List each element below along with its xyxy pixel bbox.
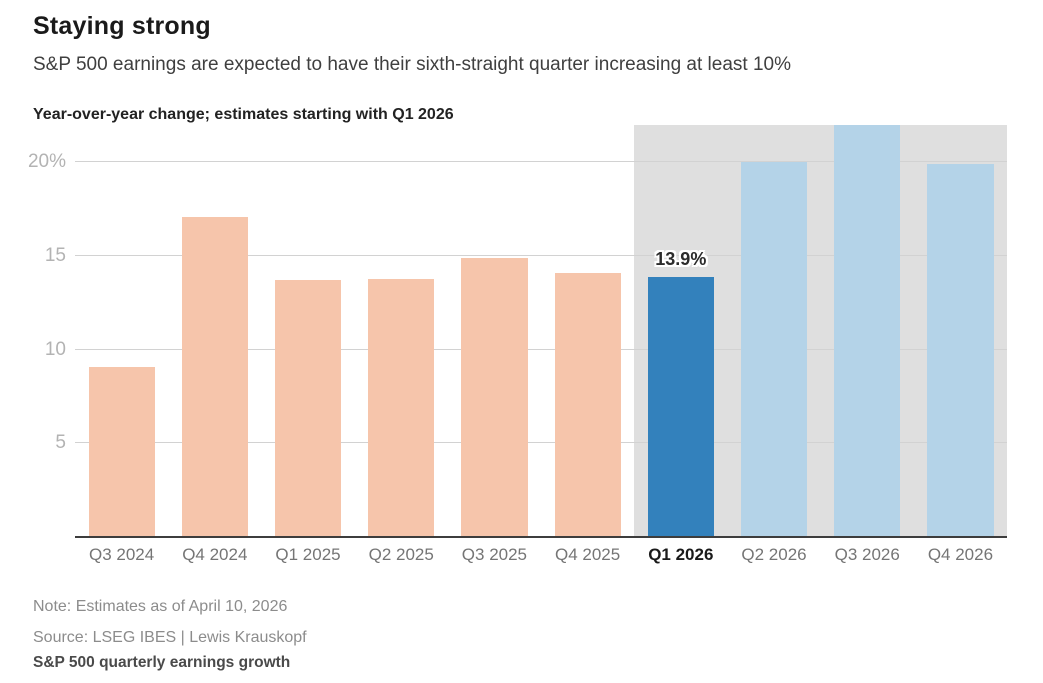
x-axis-label-q4-2025: Q4 2025	[555, 545, 621, 564]
x-axis-line	[75, 536, 1007, 538]
chart-subtitle: S&P 500 earnings are expected to have th…	[33, 54, 791, 75]
x-axis-label-q1-2026: Q1 2026	[648, 545, 714, 564]
y-axis-tick-label: 5	[55, 432, 66, 454]
bar-slot	[914, 125, 1007, 537]
bar-q4-2024	[181, 216, 248, 537]
x-axis-label-q4-2024: Q4 2024	[182, 545, 248, 564]
bar-q2-2026	[740, 162, 808, 537]
chart-footer-tag: S&P 500 quarterly earnings growth	[33, 654, 291, 671]
bar-q3-2026	[834, 125, 901, 537]
x-axis-label-q2-2026: Q2 2026	[741, 545, 807, 564]
bar-q1-2026	[647, 276, 714, 537]
bar-q1-2025	[274, 280, 342, 537]
chart-kicker: Year-over-year change; estimates startin…	[33, 106, 454, 123]
bar-q4-2026	[927, 164, 994, 537]
x-axis-label-q2-2025: Q2 2025	[368, 545, 434, 564]
bar-value-label: 13.9%	[655, 248, 707, 269]
bar-slot: 13.9%	[634, 125, 727, 537]
bar-slot	[821, 125, 914, 537]
x-axis-label-q3-2024: Q3 2024	[88, 545, 155, 564]
x-axis-label-q4-2026: Q4 2026	[927, 545, 994, 564]
gridline-15	[75, 255, 1007, 257]
chart-note: Note: Estimates as of April 10, 2026	[33, 598, 288, 615]
bars-container: 13.9%	[75, 125, 1007, 537]
bar-slot	[727, 125, 820, 537]
bar-slot	[261, 125, 354, 537]
bar-q3-2024	[88, 366, 155, 537]
x-axis-labels: Q3 2024 Q4 2024 Q1 2025 Q2 2025 Q3 2025 Q4 20…	[75, 545, 1007, 565]
chart-source: Source: LSEG IBES | Lewis Krauskopf	[33, 629, 307, 646]
bar-slot	[355, 125, 448, 537]
gridline-20	[75, 161, 1007, 163]
page-title: Staying strong	[33, 12, 211, 40]
bar-q4-2025	[554, 272, 621, 537]
y-axis-tick-label: 20%	[27, 151, 66, 173]
y-axis-tick-label: 10	[44, 338, 66, 360]
bar-slot	[168, 125, 261, 537]
y-axis-tick-label: 15	[44, 245, 66, 267]
x-axis-label-q1-2025: Q1 2025	[275, 545, 341, 564]
gridline-10	[75, 348, 1007, 350]
bar-slot	[448, 125, 541, 537]
chart-plot-area: 5 10 15 20% 13.9%	[28, 125, 1007, 538]
bar-q3-2025	[461, 257, 528, 537]
bar-slot	[541, 125, 634, 537]
bar-slot	[75, 125, 168, 537]
gridline-5	[75, 442, 1007, 444]
x-axis-label-q3-2025: Q3 2025	[461, 545, 528, 564]
x-axis-label-q3-2026: Q3 2026	[834, 545, 900, 564]
bar-q2-2025	[368, 278, 435, 537]
